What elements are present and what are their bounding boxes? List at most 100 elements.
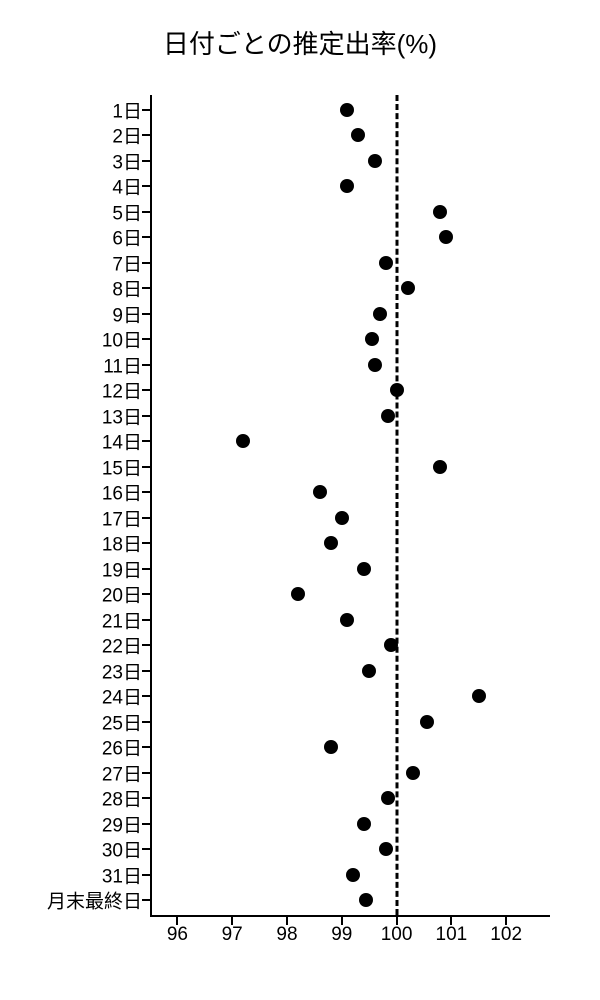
y-axis-label: 31日 (102, 861, 142, 888)
data-point (357, 562, 371, 576)
x-axis-label: 100 (381, 924, 413, 946)
y-axis-label: 18日 (102, 530, 142, 557)
x-axis-label: 102 (490, 924, 522, 946)
data-point (439, 230, 453, 244)
y-tick (142, 848, 152, 850)
reference-line (395, 95, 398, 915)
y-axis-label: 12日 (102, 377, 142, 404)
y-axis-label: 11日 (103, 351, 142, 378)
y-axis-label: 15日 (102, 453, 142, 480)
data-point (340, 613, 354, 627)
data-point (381, 409, 395, 423)
x-axis-label: 98 (276, 924, 297, 946)
y-axis-label: 22日 (102, 632, 142, 659)
y-tick (142, 466, 152, 468)
x-axis-label: 96 (167, 924, 188, 946)
y-tick (142, 364, 152, 366)
y-tick (142, 236, 152, 238)
y-tick (142, 670, 152, 672)
y-axis-label: 29日 (102, 810, 142, 837)
data-point (346, 868, 360, 882)
data-point (365, 332, 379, 346)
y-tick (142, 389, 152, 391)
data-point (472, 689, 486, 703)
y-tick (142, 874, 152, 876)
y-tick (142, 160, 152, 162)
y-tick (142, 134, 152, 136)
data-point (433, 460, 447, 474)
data-point (362, 664, 376, 678)
y-axis-label: 4日 (112, 173, 142, 200)
data-point (340, 103, 354, 117)
data-point (313, 485, 327, 499)
y-tick (142, 338, 152, 340)
y-tick (142, 721, 152, 723)
data-point (381, 791, 395, 805)
dot-chart: 日付ごとの推定出率(%) 1日2日3日4日5日6日7日8日9日10日11日12日… (0, 0, 600, 1000)
y-tick (142, 823, 152, 825)
data-point (324, 536, 338, 550)
y-tick (142, 797, 152, 799)
x-axis-label: 99 (331, 924, 352, 946)
data-point (291, 587, 305, 601)
y-axis-label: 14日 (102, 428, 142, 455)
y-axis-label: 20日 (102, 581, 142, 608)
y-tick (142, 211, 152, 213)
y-axis-label: 24日 (102, 683, 142, 710)
y-axis (150, 95, 152, 915)
x-axis (150, 915, 550, 917)
data-point (351, 128, 365, 142)
y-axis-label: 8日 (112, 275, 142, 302)
data-point (359, 893, 373, 907)
data-point (340, 179, 354, 193)
data-point (357, 817, 371, 831)
y-axis-label: 21日 (102, 606, 142, 633)
data-point (379, 842, 393, 856)
y-axis-label: 19日 (102, 555, 142, 582)
y-tick (142, 772, 152, 774)
data-point (368, 154, 382, 168)
y-axis-label: 1日 (112, 97, 142, 124)
y-tick (142, 746, 152, 748)
data-point (368, 358, 382, 372)
y-tick (142, 644, 152, 646)
y-tick (142, 593, 152, 595)
y-axis-label: 26日 (102, 734, 142, 761)
y-tick (142, 517, 152, 519)
y-axis-label: 17日 (102, 504, 142, 531)
data-point (433, 205, 447, 219)
data-point (335, 511, 349, 525)
data-point (420, 715, 434, 729)
y-axis-label: 7日 (112, 249, 142, 276)
y-axis-label: 23日 (102, 657, 142, 684)
data-point (324, 740, 338, 754)
y-axis-label: 9日 (112, 300, 142, 327)
y-tick (142, 440, 152, 442)
data-point (373, 307, 387, 321)
y-axis-label: 30日 (102, 836, 142, 863)
data-point (236, 434, 250, 448)
y-tick (142, 109, 152, 111)
x-axis-label: 101 (436, 924, 468, 946)
y-tick (142, 568, 152, 570)
x-axis-label: 97 (222, 924, 243, 946)
y-axis-label: 5日 (112, 198, 142, 225)
y-axis-label: 3日 (112, 147, 142, 174)
y-tick (142, 287, 152, 289)
y-axis-label: 13日 (102, 402, 142, 429)
y-tick (142, 262, 152, 264)
y-tick (142, 542, 152, 544)
y-tick (142, 313, 152, 315)
data-point (379, 256, 393, 270)
y-tick (142, 695, 152, 697)
data-point (401, 281, 415, 295)
y-axis-label: 27日 (102, 759, 142, 786)
y-axis-label: 10日 (102, 326, 142, 353)
y-axis-label: 16日 (102, 479, 142, 506)
y-tick (142, 491, 152, 493)
y-tick (142, 899, 152, 901)
y-axis-label: 25日 (102, 708, 142, 735)
y-axis-label: 6日 (112, 224, 142, 251)
y-axis-label: 月末最終日 (47, 887, 142, 914)
data-point (390, 383, 404, 397)
